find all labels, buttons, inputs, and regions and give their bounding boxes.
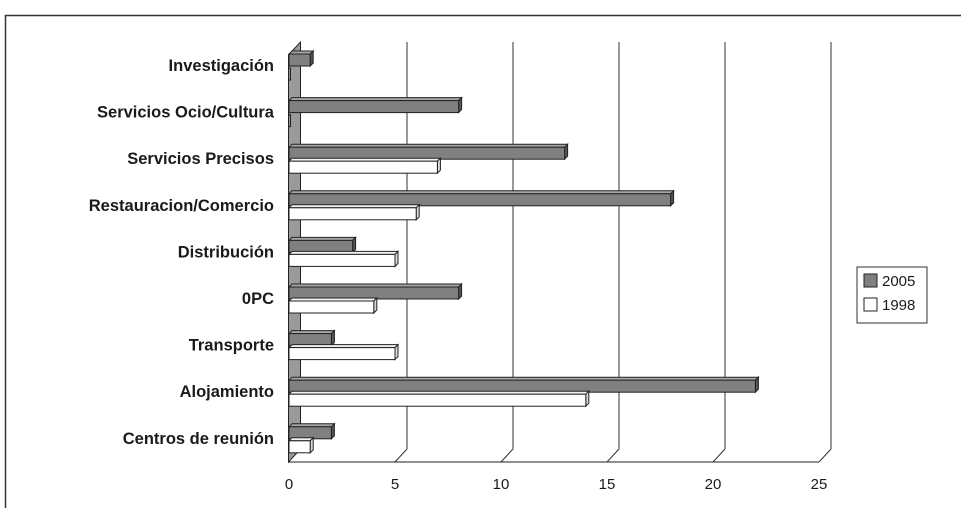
gridline-slant — [712, 448, 726, 463]
bar-1998-front — [288, 160, 438, 174]
bar-2005 — [287, 96, 463, 114]
category-label: Investigación — [169, 57, 274, 75]
bar-2005 — [287, 236, 357, 254]
bar-2005-front — [288, 193, 672, 207]
bar-1998 — [288, 67, 291, 81]
bar-2005-front — [288, 53, 311, 67]
bar-1998 — [287, 250, 400, 268]
bar-2005 — [287, 282, 463, 301]
category-label: Servicios Ocio/Cultura — [97, 104, 275, 122]
bar-2005 — [287, 375, 760, 394]
legend-swatch — [863, 297, 878, 312]
bar-2005-front — [288, 333, 332, 347]
chart-frame-lines — [4, 14, 961, 508]
bar-2005 — [287, 329, 336, 347]
bar-1998 — [287, 156, 442, 175]
category-label: Servicios Precisos — [127, 150, 274, 168]
bar-2005-front — [288, 426, 332, 440]
bar-1998 — [288, 114, 291, 128]
legend-label: 1998 — [882, 297, 915, 314]
gridline-slant — [500, 448, 514, 463]
bar-1998-front — [288, 393, 587, 407]
category-labels: Investigación Servicios Ocio/Cultura Servi… — [89, 57, 275, 448]
bar-2005-front — [288, 379, 756, 393]
bar-2005-front — [288, 146, 566, 160]
legend: 2005 1998 — [856, 266, 928, 324]
bar-1998-front — [288, 207, 417, 221]
bar-2005-front — [288, 286, 460, 300]
bar-1998 — [287, 343, 400, 361]
bars — [287, 49, 760, 455]
bar-2005 — [287, 422, 336, 441]
x-tick-label: 10 — [493, 476, 510, 493]
bar-2005 — [287, 49, 315, 68]
x-tick-label: 25 — [811, 476, 828, 493]
bar-2005-front — [288, 100, 460, 114]
x-tick-label: 5 — [391, 476, 399, 493]
category-label: Restauracion/Comercio — [89, 197, 274, 215]
bar-1998-front — [288, 114, 291, 128]
x-tick-label: 15 — [599, 476, 616, 493]
bar-2005-front — [288, 239, 354, 253]
bar-1998-front — [288, 300, 375, 314]
bar-1998 — [287, 203, 421, 222]
legend-swatch — [863, 273, 878, 288]
bar-1998-front — [288, 253, 396, 267]
bar-1998 — [287, 296, 379, 315]
bar-1998-front — [288, 347, 396, 361]
bar-1998 — [287, 389, 591, 408]
bar-2005 — [287, 189, 675, 208]
category-label: Transporte — [189, 337, 274, 355]
category-label: Distribución — [178, 243, 274, 261]
bar-1998-front — [288, 440, 311, 454]
bar-2005 — [287, 142, 569, 161]
x-tick-label: 20 — [705, 476, 722, 493]
category-label: Alojamiento — [180, 383, 274, 401]
legend-label: 2005 — [882, 273, 915, 290]
gridline-slant — [818, 448, 832, 463]
gridline-slant — [606, 448, 620, 463]
category-label: Centros de reunión — [123, 430, 274, 448]
x-axis-tick-labels: 0 5 10 15 20 25 — [285, 476, 828, 493]
x-tick-label: 0 — [285, 476, 293, 493]
bar-1998-front — [288, 67, 291, 81]
gridline-slant — [394, 448, 408, 463]
bar-1998 — [287, 436, 315, 455]
category-label: 0PC — [242, 290, 274, 308]
